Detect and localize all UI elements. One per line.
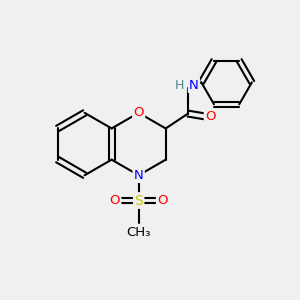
Text: H: H	[174, 79, 184, 92]
Text: O: O	[157, 194, 168, 207]
Text: O: O	[110, 194, 120, 207]
Text: O: O	[134, 106, 144, 119]
Text: O: O	[205, 110, 215, 123]
Text: N: N	[189, 79, 199, 92]
Text: S: S	[134, 194, 143, 208]
Text: N: N	[134, 169, 143, 182]
Text: CH₃: CH₃	[127, 226, 151, 239]
